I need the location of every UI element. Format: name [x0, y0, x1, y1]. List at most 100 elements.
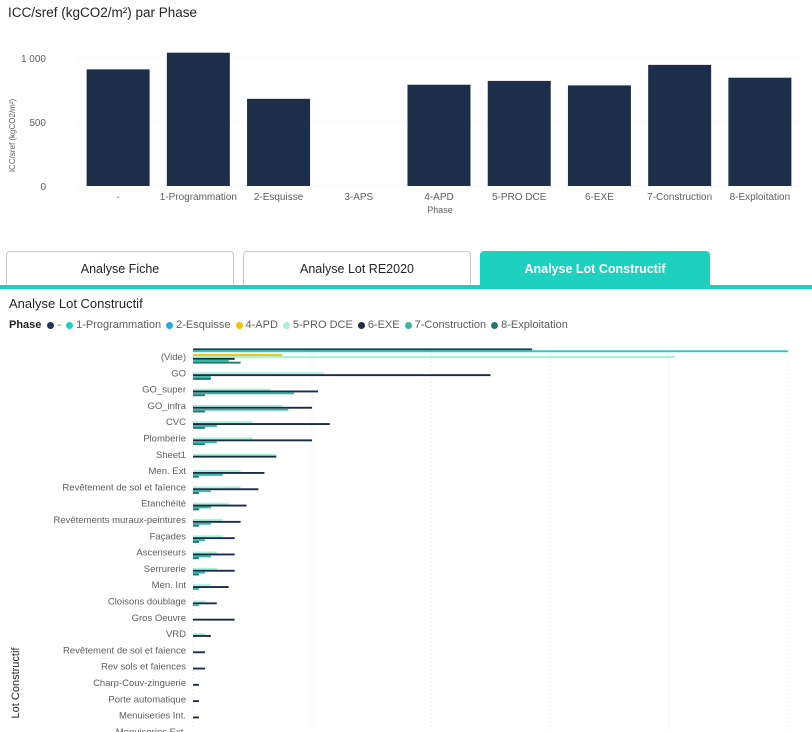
bar	[193, 539, 205, 541]
legend-label: 7-Construction	[414, 319, 487, 331]
bar	[193, 390, 318, 393]
legend-dot-icon	[404, 321, 412, 329]
category-label: GO_super	[142, 385, 186, 396]
bar	[193, 600, 205, 603]
bar	[193, 633, 205, 635]
bar	[193, 410, 205, 413]
bar	[193, 437, 253, 440]
bar	[193, 472, 265, 474]
category-label: Men. Ext	[149, 466, 187, 477]
x-tick-label: 2-Esquisse	[254, 192, 304, 203]
category-label: GO	[171, 368, 186, 379]
bar	[193, 508, 199, 511]
legend-item[interactable]: 2-Esquisse	[166, 319, 231, 331]
bar	[193, 470, 241, 472]
bar	[193, 492, 199, 494]
tab-analyse-lot-re2020[interactable]: Analyse Lot RE2020	[243, 251, 471, 285]
tab-analyse-lot-constructif[interactable]: Analyse Lot Constructif	[480, 251, 710, 285]
bar	[193, 374, 491, 377]
category-label: Revêtements muraux-peintures	[53, 515, 186, 526]
bar	[193, 490, 211, 493]
x-tick-label: 5-PRO DCE	[492, 192, 547, 203]
bar	[193, 392, 295, 395]
bar	[193, 378, 211, 380]
x-tick-label: 3-APS	[344, 192, 373, 203]
bar	[193, 359, 229, 362]
bar	[193, 569, 235, 572]
bar	[193, 586, 229, 588]
bar	[193, 356, 675, 358]
bar	[247, 98, 311, 186]
legend-item[interactable]: 7-Construction	[404, 319, 487, 331]
category-label: Gros Oeuvre	[132, 613, 186, 624]
top-chart-title: ICC/sref (kgCO2/m²) par Phase	[8, 5, 198, 20]
category-label: Sheet1	[156, 450, 186, 461]
lot-constructif-bar-chart: Lot Constructif (Vide) GO GO_super GO_infra C…	[10, 348, 789, 732]
tab-bar: Analyse Fiche Analyse Lot RE2020 Analyse…	[0, 251, 812, 289]
category-label: Etanchéité	[141, 499, 186, 510]
bar	[193, 453, 277, 456]
bar	[567, 85, 631, 186]
x-tick-label: 4-APD	[424, 192, 453, 203]
bar	[193, 443, 205, 446]
x-tick-label: 6-EXE	[585, 192, 614, 203]
x-tick-label: -	[116, 192, 119, 203]
bar	[407, 84, 471, 186]
bar	[193, 372, 324, 375]
bar	[193, 506, 211, 509]
x-tick-label: 1-Programmation	[160, 192, 237, 203]
bar	[193, 683, 199, 686]
bottom-chart-title: Analyse Lot Constructif	[9, 296, 143, 311]
category-label: Revêtement de sol et faience	[63, 645, 186, 656]
category-label: Porte automatique	[108, 694, 186, 705]
bar	[193, 455, 277, 458]
legend-dot-icon	[357, 321, 365, 329]
bar	[193, 408, 289, 411]
bar	[193, 541, 199, 543]
bar	[193, 350, 788, 353]
bar	[193, 348, 533, 351]
legend-dot-icon	[282, 321, 290, 329]
bar	[193, 426, 205, 429]
bar	[193, 486, 241, 489]
bar	[193, 557, 199, 560]
y-axis-label: ICC/sref (kgCO2/m²)	[8, 99, 17, 173]
legend-label: 4-APD	[245, 319, 278, 331]
category-label: Plomberie	[143, 434, 186, 445]
legend-item[interactable]: 1-Programmation	[66, 319, 161, 331]
bar	[193, 354, 283, 356]
bar	[166, 52, 230, 186]
bar	[193, 716, 199, 719]
bar	[193, 473, 223, 476]
bar	[193, 475, 199, 478]
legend-item[interactable]: 5-PRO DCE	[282, 319, 353, 331]
bar	[193, 519, 223, 521]
x-tick-label: 8-Exploitation	[730, 192, 791, 203]
bar	[193, 502, 229, 505]
legend-title: Phase	[9, 319, 42, 331]
bar	[193, 667, 205, 670]
y-tick-label: 0	[40, 182, 46, 193]
tab-analyse-fiche[interactable]: Analyse Fiche	[6, 251, 234, 285]
legend-dot-icon	[166, 321, 174, 329]
bar	[193, 404, 283, 407]
bar	[193, 537, 235, 540]
category-label: Revêtement de sol et faïence	[62, 482, 186, 493]
category-label: (Vide)	[161, 352, 186, 363]
category-label: VRD	[166, 629, 186, 640]
legend-item[interactable]: 6-EXE	[357, 319, 400, 331]
bar	[193, 425, 217, 427]
legend-item[interactable]: 4-APD	[235, 319, 278, 331]
bar	[86, 69, 150, 186]
category-label: Rev sols et faiences	[101, 662, 186, 673]
legend-item[interactable]: -	[47, 319, 61, 331]
bar	[193, 551, 217, 554]
bar	[193, 604, 199, 607]
legend-label: -	[57, 319, 62, 331]
tab-underline	[0, 285, 812, 289]
bar	[193, 635, 211, 637]
legend-dot-icon	[47, 321, 55, 329]
legend-item[interactable]: 8-Exploitation	[491, 319, 568, 331]
category-label: Menuiseries Ext.	[116, 727, 186, 732]
category-label: Men. Int	[152, 580, 187, 591]
